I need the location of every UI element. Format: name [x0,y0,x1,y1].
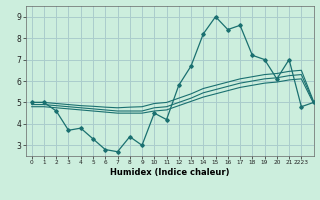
X-axis label: Humidex (Indice chaleur): Humidex (Indice chaleur) [110,168,229,177]
